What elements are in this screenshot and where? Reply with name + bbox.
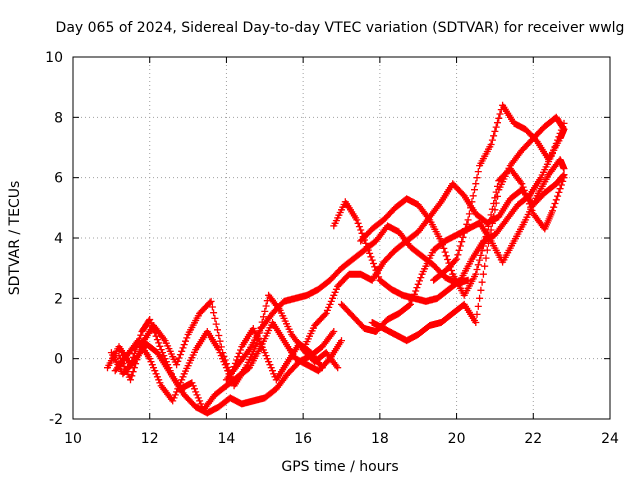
x-axis-label: GPS time / hours (281, 459, 398, 475)
x-tick-label: 24 (601, 431, 619, 447)
y-tick-label: -2 (49, 412, 63, 428)
series-11 (430, 101, 568, 284)
x-tick-label: 16 (294, 431, 312, 447)
series-6 (299, 171, 568, 354)
series-9 (357, 165, 568, 299)
series-markers (430, 101, 568, 284)
y-axis-label: SDTVAR / TECUs (7, 181, 23, 296)
series-markers (115, 291, 342, 390)
series-markers (299, 171, 568, 354)
x-tick-label: 14 (218, 431, 236, 447)
x-tick-label: 18 (371, 431, 389, 447)
series-markers (104, 316, 338, 417)
data-points (104, 101, 568, 417)
series-1 (104, 316, 338, 417)
x-tick-label: 20 (448, 431, 466, 447)
series-4 (115, 291, 342, 390)
series-markers (357, 165, 568, 299)
x-tick-label: 10 (64, 431, 82, 447)
x-tick-label: 12 (141, 431, 159, 447)
y-tick-label: 2 (54, 291, 63, 307)
y-tick-label: 8 (54, 110, 63, 126)
y-tick-label: 0 (54, 352, 63, 368)
chart-title: Day 065 of 2024, Sidereal Day-to-day VTE… (56, 20, 625, 36)
y-tick-label: 4 (54, 231, 63, 247)
series-10 (368, 113, 568, 345)
y-tick-label: 6 (54, 171, 63, 187)
series-markers (368, 113, 568, 345)
series-8 (338, 156, 568, 335)
plot-frame (72, 56, 611, 420)
series-markers (338, 156, 568, 335)
x-tick-label: 22 (524, 431, 542, 447)
y-tick-label: 10 (45, 50, 63, 66)
